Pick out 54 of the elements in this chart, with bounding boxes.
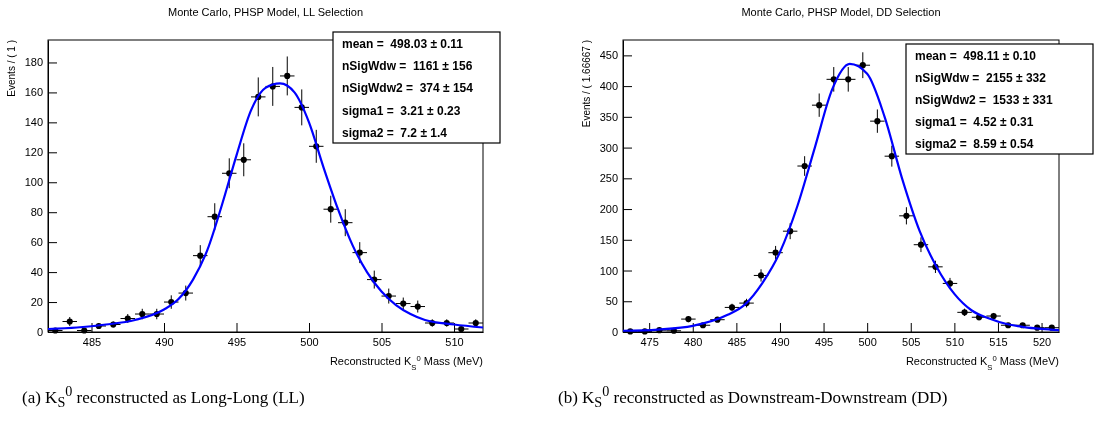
x-tick-label: 505 — [902, 335, 921, 348]
y-tick-label: 250 — [599, 172, 618, 185]
annotation: nSigWdw2 = 374 ± 154 — [342, 81, 474, 96]
y-tick-label: 200 — [599, 203, 618, 216]
y-tick-label: 100 — [599, 264, 618, 277]
x-axis-title: Reconstructed K$_{S}$$^{0}$ Mass (MeV) — [905, 353, 1059, 372]
x-tick-label: 510 — [945, 335, 965, 348]
x-tick-label: 500 — [858, 335, 877, 348]
annotation: nSigWdw = 2155 ± 332 — [915, 71, 1047, 85]
x-tick-label: 495 — [227, 335, 247, 348]
x-tick-label: 500 — [300, 335, 319, 348]
y-tick-label: 160 — [24, 86, 43, 99]
x-tick-label: 475 — [640, 335, 659, 348]
x-tick-label: 490 — [155, 335, 174, 348]
y-tick-label: 180 — [24, 56, 43, 69]
y-tick-label: 0 — [36, 326, 43, 339]
x-axis-title: Reconstructed K$_{S}$$^{0}$ Mass (MeV) — [329, 353, 483, 372]
y-tick-label: 120 — [24, 146, 43, 159]
y-tick-label: 0 — [611, 326, 618, 339]
y-tick-label: 140 — [24, 116, 43, 129]
y-tick-label: 100 — [24, 176, 43, 189]
x-tick-label: 480 — [684, 335, 703, 348]
x-tick-label: 495 — [814, 335, 834, 348]
y-tick-label: 400 — [599, 80, 618, 93]
annotation: sigma1 = 3.21 ± 0.23 — [342, 103, 461, 118]
y-tick-label: 50 — [605, 295, 618, 308]
y-tick-label: 350 — [599, 110, 618, 123]
annotation: mean = 498.03 ± 0.11 — [342, 37, 464, 51]
annotation: sigma1 = 4.52 ± 0.31 — [915, 115, 1034, 129]
x-tick-label: 510 — [445, 335, 464, 348]
chart-title: Monte Carlo, PHSP Model, LL Selection — [167, 6, 364, 18]
x-tick-label: 485 — [727, 335, 747, 348]
y-axis-title: Events / ( 1 ) — [6, 40, 17, 97]
y-tick-label: 80 — [30, 206, 43, 219]
annotation: nSigWdw = 1161 ± 156 — [342, 59, 473, 74]
annotation: sigma2 = 7.2 ± 1.4 — [342, 125, 448, 140]
x-tick-label: 485 — [82, 335, 102, 348]
x-tick-label: 520 — [1032, 335, 1052, 348]
y-tick-label: 20 — [30, 296, 43, 309]
text: (a) K$_{S}$$^{0}$ reconstructed as Long-Long (LL) — [22, 382, 306, 413]
y-axis-title: Events / ( 1.66667 ) — [581, 40, 592, 128]
x-tick-label: 515 — [989, 335, 1008, 348]
y-tick-label: 60 — [30, 236, 43, 249]
chart-title: Monte Carlo, PHSP Model, DD Selection — [741, 6, 941, 18]
y-tick-label: 40 — [30, 266, 43, 279]
y-tick-label: 150 — [599, 233, 618, 246]
y-tick-label: 450 — [599, 49, 618, 62]
annotation: mean = 498.11 ± 0.10 — [915, 49, 1037, 63]
annotation: sigma2 = 8.59 ± 0.54 — [915, 137, 1034, 151]
x-tick-label: 505 — [372, 335, 392, 348]
x-tick-label: 490 — [771, 335, 790, 348]
y-tick-label: 300 — [599, 141, 618, 154]
annotation: nSigWdw2 = 1533 ± 331 — [915, 93, 1053, 107]
text: (b) K$_{S}$$^{0}$ reconstructed as Downstream-Downstream (DD) — [558, 382, 949, 413]
